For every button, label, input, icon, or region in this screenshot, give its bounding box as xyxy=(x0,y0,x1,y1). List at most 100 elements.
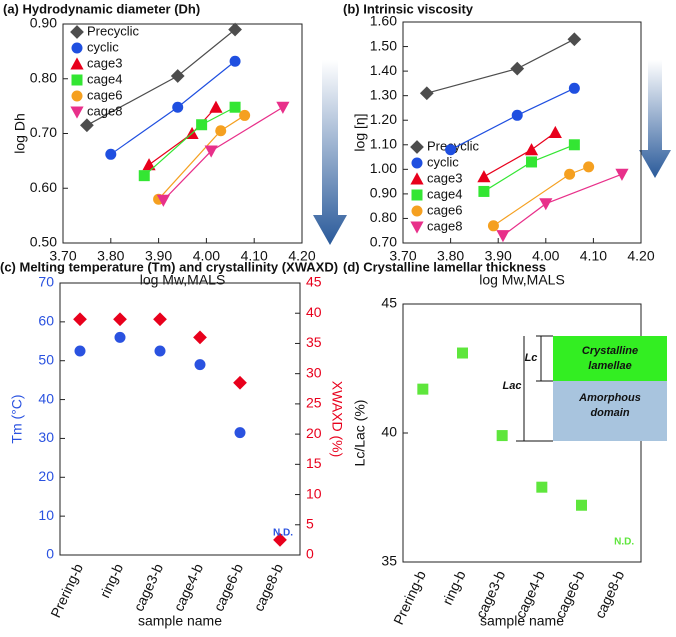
marker xyxy=(71,90,83,102)
marker xyxy=(105,148,117,160)
inset-text: Amorphous xyxy=(578,392,641,404)
marker xyxy=(215,125,227,137)
y2-tick-label: 40 xyxy=(306,304,322,320)
inset-text: domain xyxy=(590,407,629,419)
series-line xyxy=(502,173,623,237)
marker xyxy=(496,430,508,442)
y-tick-label: 45 xyxy=(381,295,397,311)
marker xyxy=(114,331,126,343)
x-tick-label: cage6-b xyxy=(210,561,246,614)
y-tick-label: 60 xyxy=(38,313,54,329)
y-tick-label: 40 xyxy=(38,390,54,406)
y2-tick-label: 45 xyxy=(306,274,322,290)
marker xyxy=(273,533,287,547)
y-tick-label: 1.30 xyxy=(370,86,397,102)
y2-tick-label: 10 xyxy=(306,485,322,501)
marker xyxy=(73,312,87,327)
y-tick-label: 0.90 xyxy=(30,15,57,31)
y-tick-label: 1.20 xyxy=(370,111,397,127)
marker xyxy=(419,86,434,101)
x-tick-label: 3.80 xyxy=(437,248,464,264)
marker xyxy=(477,170,491,183)
y-tick-label: 70 xyxy=(38,274,54,290)
marker xyxy=(576,499,587,511)
legend-label: Precyclic xyxy=(87,23,140,38)
y-tick-label: 0.70 xyxy=(30,124,57,140)
x-axis-label: sample name xyxy=(138,613,222,629)
x-tick-label: Prering-b xyxy=(47,561,86,620)
marker xyxy=(193,330,207,345)
marker xyxy=(564,168,576,180)
panel-title: (a) Hydrodynamic diameter (Dh) xyxy=(3,1,200,16)
marker xyxy=(276,101,290,114)
marker xyxy=(478,185,490,197)
trend-arrow xyxy=(313,60,347,245)
y-axis-label: Lc/Lac (%) xyxy=(352,400,368,467)
series-line xyxy=(162,106,284,201)
legend-label: cage6 xyxy=(427,202,462,217)
marker xyxy=(156,194,170,207)
x-tick-label: cage8-b xyxy=(591,568,627,621)
y-tick-label: 0.90 xyxy=(370,185,397,201)
marker xyxy=(194,359,206,371)
series-line xyxy=(483,132,556,178)
marker xyxy=(228,22,242,37)
marker xyxy=(445,144,457,156)
marker xyxy=(239,109,251,121)
marker xyxy=(583,161,595,173)
y-axis-label: Tm (°C) xyxy=(9,394,25,443)
y-tick-label: 1.00 xyxy=(370,160,397,176)
inset-text: lamellae xyxy=(588,360,631,372)
marker xyxy=(548,125,562,138)
marker xyxy=(154,345,166,357)
x-axis-label: sample name xyxy=(480,613,564,629)
y2-tick-label: 25 xyxy=(306,395,322,411)
y-tick-label: 0.80 xyxy=(30,69,57,85)
y-tick-label: 0.70 xyxy=(370,234,397,250)
marker xyxy=(71,42,83,54)
marker xyxy=(457,347,468,359)
y-tick-label: 1.60 xyxy=(370,13,397,29)
y-tick-label: 0 xyxy=(46,546,54,562)
y-tick-label: 0.80 xyxy=(370,209,397,225)
marker xyxy=(70,106,84,119)
marker xyxy=(410,221,424,234)
marker xyxy=(411,205,423,217)
panel-title: (b) Intrinsic viscosity xyxy=(343,1,474,16)
marker xyxy=(510,61,525,76)
legend-label: cyclic xyxy=(427,154,459,169)
legend-label: cage3 xyxy=(87,55,122,70)
plot-frame xyxy=(59,282,301,556)
y-tick-label: 0.50 xyxy=(30,234,57,250)
legend-label: cage8 xyxy=(427,218,462,233)
legend-label: cage4 xyxy=(87,71,122,86)
inset-amorphous xyxy=(553,381,667,441)
inset-text: Crystalline xyxy=(582,345,638,357)
marker xyxy=(568,82,580,94)
y-tick-label: 40 xyxy=(381,424,397,440)
y2-tick-label: 35 xyxy=(306,334,322,350)
annotation: N.D. xyxy=(614,537,634,548)
x-tick-label: 4.20 xyxy=(288,248,315,264)
marker xyxy=(80,118,94,133)
x-tick-label: ring-b xyxy=(439,568,469,607)
panel-title: (c) Melting temperature (Tm) and crystal… xyxy=(0,259,338,274)
x-tick-label: ring-b xyxy=(96,561,126,600)
marker xyxy=(196,119,208,131)
x-tick-label: 3.70 xyxy=(389,248,416,264)
marker xyxy=(172,101,184,113)
x-tick-label: 3.90 xyxy=(145,248,172,264)
x-tick-label: 4.20 xyxy=(627,248,654,264)
marker xyxy=(417,383,429,395)
marker xyxy=(539,198,553,211)
marker xyxy=(229,101,241,113)
marker xyxy=(234,427,246,439)
legend-label: cyclic xyxy=(87,39,119,54)
legend-label: cage4 xyxy=(427,186,462,201)
y-axis-label: log [η] xyxy=(352,113,368,151)
y-tick-label: 30 xyxy=(38,429,54,445)
y2-tick-label: 30 xyxy=(306,364,322,380)
marker xyxy=(71,74,83,86)
legend-label: cage8 xyxy=(87,103,122,118)
